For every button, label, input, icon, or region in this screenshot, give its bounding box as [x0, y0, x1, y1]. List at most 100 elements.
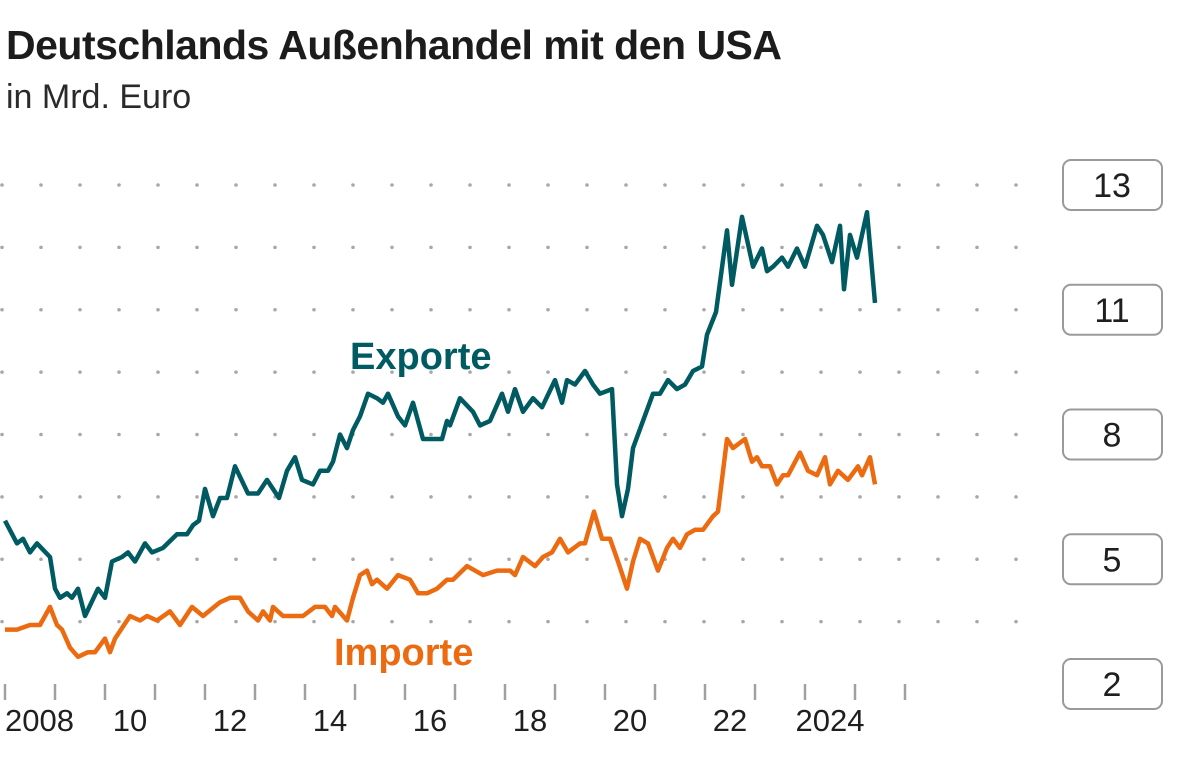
grid-dot: [897, 619, 901, 624]
grid-dot: [819, 370, 823, 374]
grid-dot: [0, 619, 4, 624]
x-tick-label: 18: [513, 703, 547, 738]
grid-dot: [780, 557, 784, 562]
grid-dot: [234, 557, 238, 562]
grid-dot: [624, 557, 628, 562]
grid-dot: [1014, 619, 1018, 624]
grid-dot: [351, 557, 355, 562]
x-tick-label: 12: [213, 703, 247, 738]
grid-dot: [663, 495, 667, 499]
grid-dot: [156, 307, 160, 312]
grid-dot: [312, 557, 316, 562]
grid-dot: [78, 619, 82, 624]
grid-dot: [273, 307, 277, 312]
grid-dot: [468, 370, 472, 374]
grid-dot: [312, 432, 316, 437]
grid-dot: [390, 557, 394, 562]
grid-dot: [117, 432, 121, 437]
grid-dot: [390, 370, 394, 374]
grid-dot: [78, 557, 82, 562]
grid-dot: [858, 183, 862, 187]
grid-dot: [819, 619, 823, 624]
grid-dot: [1014, 245, 1018, 250]
y-tick-box: [1062, 283, 1163, 336]
grid-dot: [429, 245, 433, 250]
grid-dot: [897, 557, 901, 562]
grid-dot: [312, 619, 316, 624]
grid-dot: [234, 370, 238, 374]
grid-dot: [780, 432, 784, 437]
grid-dot: [663, 183, 667, 187]
grid-dot: [897, 370, 901, 374]
y-tick-label: 5: [1103, 541, 1122, 579]
x-tick-label: 16: [413, 703, 447, 738]
y-tick-box: [1062, 658, 1163, 710]
grid-dot: [351, 495, 355, 499]
grid-dot: [936, 619, 940, 624]
y-tick-label: 11: [1094, 292, 1129, 330]
grid-dot: [117, 245, 121, 250]
grid-dot: [195, 432, 199, 437]
grid-dot: [468, 183, 472, 187]
grid-dot: [39, 432, 43, 437]
grid-dot: [780, 495, 784, 499]
y-tick-box: [1062, 408, 1163, 461]
y-tick-box: [1062, 159, 1163, 211]
grid-dot: [858, 557, 862, 562]
grid-dot: [546, 370, 550, 374]
grid-dot: [936, 432, 940, 437]
grid-dot: [819, 557, 823, 562]
grid-dot: [312, 183, 316, 187]
grid-dot: [117, 370, 121, 374]
grid-dot: [312, 495, 316, 499]
grid-dot: [897, 495, 901, 499]
y-tick-label: 8: [1103, 417, 1122, 455]
series-label-importe: Importe: [334, 632, 473, 674]
grid-dot: [117, 495, 121, 499]
grid-dot: [468, 245, 472, 250]
grid-dot: [0, 432, 4, 437]
grid-dot: [390, 307, 394, 312]
grid-dot: [585, 307, 589, 312]
grid-dot: [702, 619, 706, 624]
grid-dot: [468, 307, 472, 312]
series-line-importe: [5, 436, 878, 660]
grid-dot: [1014, 307, 1018, 312]
grid-dot: [507, 245, 511, 250]
grid-dot: [702, 432, 706, 437]
grid-dot: [546, 432, 550, 437]
grid-dot: [195, 495, 199, 499]
grid-dot: [117, 183, 121, 187]
grid-dot: [273, 183, 277, 187]
grid-dot: [858, 619, 862, 624]
grid-dot: [78, 183, 82, 187]
grid-dot: [273, 245, 277, 250]
grid-dot: [585, 245, 589, 250]
grid-dot: [429, 495, 433, 499]
grid-dot: [351, 619, 355, 624]
grid-dot: [741, 619, 745, 624]
x-tick-label: 22: [713, 703, 747, 738]
grid-dot: [78, 307, 82, 312]
grid-dot: [78, 245, 82, 250]
grid-dot: [702, 307, 706, 312]
grid-dot: [585, 183, 589, 187]
y-tick-label: 13: [1093, 167, 1131, 205]
grid-dot: [585, 495, 589, 499]
grid-dot: [975, 183, 979, 187]
grid-dot: [975, 432, 979, 437]
y-tick-label: 2: [1103, 666, 1122, 704]
grid-dot: [546, 557, 550, 562]
grid-dot: [39, 495, 43, 499]
grid-dot: [624, 183, 628, 187]
grid-dot: [234, 619, 238, 624]
grid-dot: [351, 183, 355, 187]
x-axis: 2008 10 12 14 16 18 20 22 2024: [3, 684, 907, 738]
grid-dot: [507, 495, 511, 499]
grid-dot: [0, 245, 4, 250]
grid-dot: [390, 432, 394, 437]
grid-dot: [780, 245, 784, 250]
grid-dot: [351, 245, 355, 250]
x-tick-label: 2024: [796, 703, 865, 738]
